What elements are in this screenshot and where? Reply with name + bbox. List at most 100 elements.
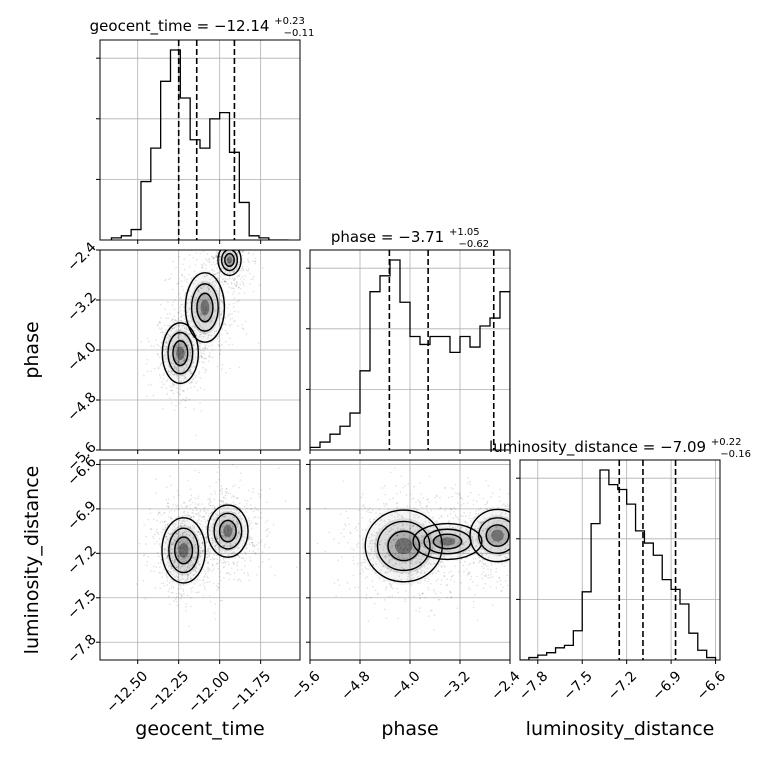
sample-point bbox=[471, 517, 473, 520]
sample-point bbox=[465, 568, 468, 570]
sample-point bbox=[398, 575, 400, 577]
sample-point bbox=[242, 535, 244, 538]
sample-point bbox=[177, 566, 180, 568]
sample-point bbox=[178, 547, 180, 550]
sample-point bbox=[397, 556, 399, 559]
sample-point bbox=[182, 390, 184, 392]
sample-point bbox=[445, 545, 448, 547]
sample-point bbox=[212, 257, 215, 259]
sample-point bbox=[224, 531, 227, 534]
sample-point bbox=[480, 521, 483, 524]
sample-point bbox=[203, 314, 205, 317]
sample-point bbox=[227, 245, 229, 247]
sample-point bbox=[236, 536, 239, 538]
sample-point bbox=[210, 248, 212, 250]
sample-point bbox=[249, 556, 251, 559]
sample-point bbox=[229, 544, 232, 547]
sample-point bbox=[187, 345, 190, 348]
sample-point bbox=[182, 540, 184, 543]
sample-point bbox=[162, 378, 165, 380]
sample-point bbox=[511, 519, 513, 521]
sample-point bbox=[222, 283, 225, 286]
sample-point bbox=[201, 542, 204, 544]
sample-point bbox=[477, 493, 480, 496]
sample-point bbox=[259, 496, 261, 498]
sample-point bbox=[201, 356, 204, 359]
sample-point bbox=[220, 542, 222, 545]
sample-point bbox=[188, 297, 190, 300]
sample-point bbox=[194, 304, 196, 307]
sample-point bbox=[487, 576, 490, 579]
sample-point bbox=[166, 584, 169, 586]
sample-point bbox=[390, 527, 393, 529]
sample-point bbox=[268, 511, 270, 513]
sample-point bbox=[233, 495, 235, 498]
sample-point bbox=[376, 552, 379, 555]
sample-point bbox=[429, 609, 432, 612]
sample-point bbox=[390, 584, 393, 586]
sample-point bbox=[438, 542, 440, 545]
sample-point bbox=[170, 543, 173, 546]
sample-point bbox=[185, 336, 187, 338]
sample-point bbox=[411, 577, 413, 580]
sample-point bbox=[229, 573, 232, 576]
sample-point bbox=[415, 514, 417, 516]
sample-point bbox=[165, 564, 167, 566]
sample-point bbox=[175, 404, 177, 407]
sample-point bbox=[222, 277, 225, 280]
sample-point bbox=[252, 278, 254, 280]
sample-point bbox=[188, 514, 190, 517]
sample-point bbox=[243, 244, 245, 246]
sample-point bbox=[194, 570, 197, 572]
sample-point bbox=[357, 586, 360, 589]
sample-point bbox=[558, 537, 560, 539]
sample-point bbox=[515, 502, 517, 504]
sample-point bbox=[161, 531, 163, 533]
sample-point bbox=[414, 543, 416, 546]
sample-point bbox=[169, 389, 171, 392]
sample-point bbox=[433, 562, 435, 565]
sample-point bbox=[452, 543, 455, 545]
sample-point bbox=[467, 524, 469, 526]
sample-point bbox=[211, 543, 214, 545]
sample-point bbox=[192, 556, 194, 558]
sample-point bbox=[506, 560, 508, 563]
sample-point bbox=[202, 579, 204, 581]
sample-point bbox=[373, 518, 375, 521]
sample-point bbox=[233, 254, 236, 257]
sample-point bbox=[370, 539, 373, 542]
sample-point bbox=[206, 347, 209, 350]
sample-point bbox=[397, 617, 400, 620]
sample-point bbox=[389, 520, 392, 523]
sample-point bbox=[165, 380, 168, 383]
sample-point bbox=[195, 311, 197, 314]
sample-point bbox=[204, 533, 207, 536]
sample-point bbox=[228, 344, 230, 346]
sample-point bbox=[450, 508, 452, 511]
sample-point bbox=[542, 494, 544, 496]
sample-point bbox=[252, 550, 254, 552]
sample-point bbox=[195, 252, 197, 254]
sample-point bbox=[180, 587, 182, 590]
sample-point bbox=[233, 243, 235, 245]
sample-point bbox=[476, 584, 479, 587]
sample-point bbox=[181, 532, 184, 535]
density-fill bbox=[395, 537, 413, 555]
sample-point bbox=[484, 562, 486, 565]
sample-point bbox=[454, 527, 457, 529]
sample-point bbox=[463, 560, 466, 563]
sample-point bbox=[177, 311, 180, 314]
sample-point bbox=[189, 349, 191, 352]
sample-point bbox=[168, 335, 171, 338]
sample-point bbox=[257, 516, 259, 519]
sample-point bbox=[479, 521, 481, 523]
sample-point bbox=[223, 280, 226, 282]
sample-point bbox=[352, 556, 355, 558]
sample-point bbox=[163, 345, 166, 348]
sample-point bbox=[452, 574, 455, 577]
sample-point bbox=[193, 547, 195, 549]
sample-point bbox=[240, 250, 243, 253]
sample-point bbox=[402, 549, 404, 552]
sample-point bbox=[222, 501, 224, 504]
sample-point bbox=[395, 563, 398, 565]
